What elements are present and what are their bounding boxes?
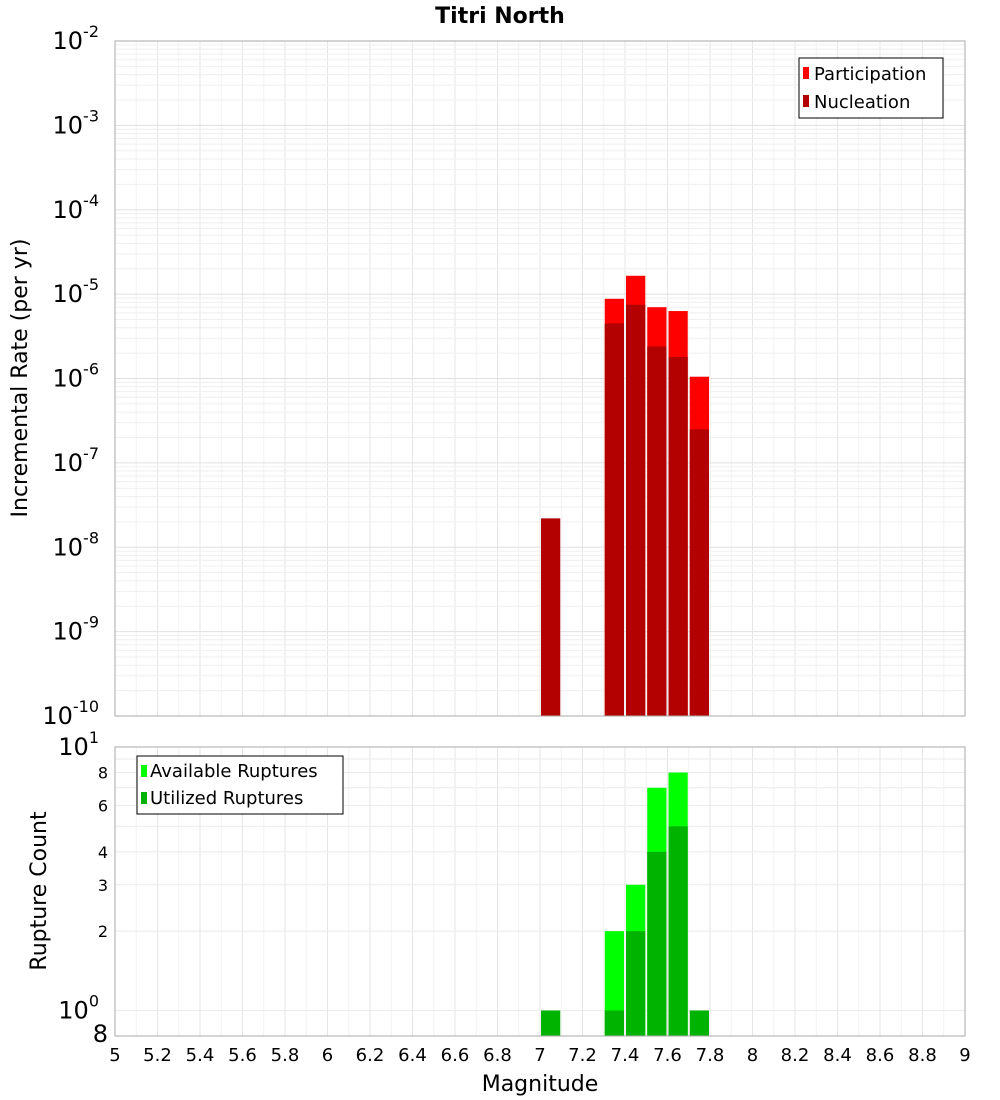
count-y-ticks: 100 101 8 2 3 4 6 8	[58, 728, 108, 1048]
legend-available-swatch	[141, 765, 147, 777]
rate-y-tick-label: 10-2	[53, 22, 100, 55]
x-tick-label: 5	[109, 1045, 120, 1066]
legend-utilized-label: Utilized Ruptures	[150, 788, 303, 809]
x-tick-label: 7	[534, 1045, 545, 1066]
x-tick-label: 5.6	[228, 1045, 257, 1066]
x-ticks: 5 5.2 5.4 5.6 5.8 6 6.2 6.4 6.6 6.8 7 7.2 7.4 7.6 7.8 8…	[109, 1045, 970, 1066]
x-tick-label: 8.8	[908, 1045, 937, 1066]
count-y-major-tick-label: 101	[58, 728, 99, 761]
rate-bar-nucleation	[647, 346, 667, 716]
rate-y-tick-label: 10-4	[53, 191, 100, 224]
rate-bar-nucleation	[668, 356, 688, 716]
rate-y-tick-label: 10-6	[53, 360, 100, 393]
x-tick-label: 6.4	[398, 1045, 427, 1066]
count-y-minor-tick-label: 4	[98, 843, 108, 862]
rate-y-tick-label: 10-5	[53, 275, 100, 308]
rate-y-tick-label: 10-10	[42, 697, 99, 730]
legend-participation-label: Participation	[814, 64, 926, 85]
rate-y-tick-label: 10-7	[53, 444, 100, 477]
rate-bar-nucleation	[689, 429, 709, 716]
x-tick-label: 9	[959, 1045, 970, 1066]
x-tick-label: 5.8	[271, 1045, 300, 1066]
x-tick-label: 8.6	[866, 1045, 895, 1066]
x-tick-label: 8	[747, 1045, 758, 1066]
legend-nucleation-label: Nucleation	[814, 92, 910, 113]
x-tick-label: 6	[322, 1045, 333, 1066]
rate-plot-border	[114, 40, 966, 717]
x-tick-label: 5.2	[143, 1045, 172, 1066]
count-bars	[541, 772, 709, 1036]
x-tick-label: 6.6	[441, 1045, 470, 1066]
count-y-minor-tick-label: 2	[98, 922, 108, 941]
count-bar-utilized-ruptures	[689, 1010, 709, 1036]
count-bar-available-ruptures	[604, 931, 624, 1036]
chart-title: Titri North	[435, 4, 565, 29]
rate-y-tick-label: 10-3	[53, 106, 100, 139]
count-y-minor-tick-label: 3	[98, 876, 108, 895]
rate-y-tick-label: 10-9	[53, 613, 100, 646]
count-y-minor-tick-label: 6	[98, 796, 108, 815]
count-legend-box	[136, 755, 344, 815]
legend-available-label: Available Ruptures	[150, 761, 318, 782]
x-tick-label: 6.2	[356, 1045, 385, 1066]
rate-y-ticks: 10-10 10-9 10-8 10-7 10-6 10-5 10-4 10-3 10-2	[42, 22, 99, 730]
rate-panel: 10-10 10-9 10-8 10-7 10-6 10-5 10-4 10-3 10-2 In…	[8, 22, 966, 730]
x-tick-label: 8.4	[823, 1045, 852, 1066]
rate-y-tick-label: 10-8	[53, 528, 100, 561]
rate-grid	[114, 41, 966, 717]
count-y-major-tick-label: 100	[58, 991, 99, 1024]
x-tick-label: 7.6	[653, 1045, 682, 1066]
count-panel: 100 101 8 2 3 4 6 8 Rupture Count Available Rup…	[27, 728, 971, 1097]
rate-bar-nucleation	[541, 518, 561, 716]
count-legend: Available Ruptures Utilized Ruptures	[136, 755, 344, 815]
legend-nucleation-swatch	[803, 95, 809, 107]
count-y-axis-title: Rupture Count	[27, 811, 52, 971]
rate-bar-nucleation	[604, 323, 624, 716]
legend-utilized-swatch	[141, 792, 147, 804]
rate-legend: Participation Nucleation	[798, 57, 944, 119]
x-tick-label: 7.8	[696, 1045, 725, 1066]
x-axis-title: Magnitude	[482, 1072, 599, 1097]
count-bar-utilized-ruptures	[668, 826, 688, 1036]
x-tick-label: 7.4	[611, 1045, 640, 1066]
rate-legend-box	[798, 57, 944, 119]
rate-y-axis-title: Incremental Rate (per yr)	[8, 239, 33, 518]
x-tick-label: 5.4	[186, 1045, 215, 1066]
x-tick-label: 7.2	[568, 1045, 597, 1066]
count-bar-utilized-ruptures	[541, 1010, 561, 1036]
count-y-minor-tick-label: 8	[98, 764, 108, 783]
count-y-minor-tick-label: 8	[93, 1020, 108, 1048]
legend-participation-swatch	[803, 67, 809, 79]
x-tick-label: 6.8	[483, 1045, 512, 1066]
count-bar-utilized-ruptures	[647, 851, 667, 1036]
x-tick-label: 8.2	[781, 1045, 810, 1066]
rate-bars	[541, 275, 709, 716]
rate-bar-nucleation	[626, 304, 646, 716]
count-plot-border	[114, 746, 966, 1037]
count-bar-utilized-ruptures	[626, 931, 646, 1036]
count-bar-utilized-ruptures	[604, 1010, 624, 1036]
